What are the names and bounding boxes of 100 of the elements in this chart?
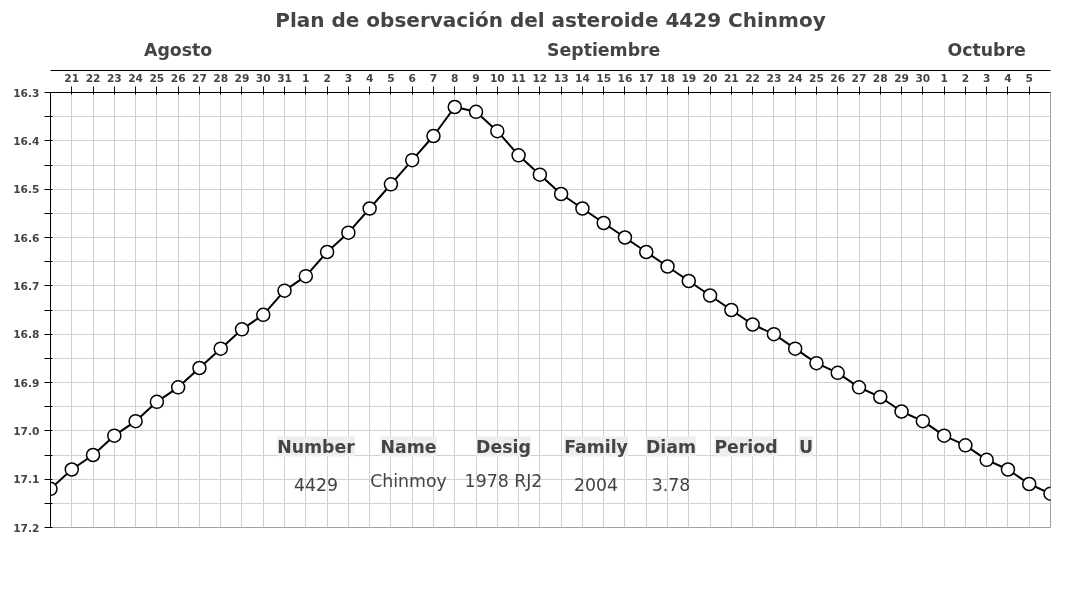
x-tick-label: 24 — [787, 71, 803, 85]
x-tick-label: 25 — [809, 71, 824, 85]
x-tick-label: 2 — [323, 71, 331, 85]
point — [553, 186, 569, 202]
x-tick-label: 4 — [365, 71, 374, 85]
y-tick-label: 16.9 — [13, 376, 40, 390]
x-tick-label: 8 — [451, 71, 459, 85]
point — [596, 215, 611, 231]
x-tick-label: 10 — [489, 71, 505, 85]
point — [638, 244, 654, 260]
point — [64, 462, 80, 477]
point — [490, 123, 505, 139]
annotation: Diam — [645, 436, 697, 457]
point — [787, 341, 803, 356]
x-tick-label: 3 — [344, 71, 353, 85]
x-tick-label: 20 — [702, 71, 718, 85]
point — [383, 177, 399, 192]
point — [170, 380, 186, 395]
x-tick-label: 26 — [830, 71, 846, 85]
annotation: Chinmoy — [370, 470, 447, 491]
point — [979, 452, 994, 468]
x-tick-label: 24 — [128, 71, 144, 85]
point — [85, 447, 101, 463]
y-tick-label: 17.1 — [13, 473, 40, 487]
annotation: 3.78 — [651, 474, 691, 495]
x-tick-label: 19 — [681, 71, 697, 85]
point — [724, 302, 739, 318]
annotation: U — [798, 436, 814, 457]
annotation: 2004 — [573, 474, 619, 495]
annotation: Period — [714, 436, 778, 457]
point — [851, 380, 867, 395]
point — [256, 307, 271, 323]
chart-title: Plan de observación del asteroide 4429 Chinmoy — [275, 7, 826, 32]
x-tick-label: 11 — [511, 71, 527, 85]
x2-tick-label: Agosto — [144, 39, 213, 60]
x-tick-label: 30 — [255, 71, 271, 85]
y-tick-label: 16.6 — [13, 231, 40, 245]
x-tick-label: 5 — [1025, 71, 1033, 85]
y-tick-label: 17.0 — [13, 424, 40, 438]
point — [319, 244, 335, 260]
x2-tick-label: Septiembre — [547, 39, 661, 60]
x-tick-label: 21 — [64, 71, 80, 85]
x-tick-label: 29 — [234, 71, 250, 85]
point — [1000, 462, 1016, 477]
x-tick-label: 22 — [85, 71, 101, 85]
x-tick-label: 29 — [894, 71, 909, 85]
point — [192, 360, 207, 376]
x-tick-label: 12 — [532, 71, 548, 85]
point — [617, 230, 633, 245]
y-tick-label: 16.4 — [13, 134, 40, 148]
point — [745, 317, 760, 332]
point — [532, 167, 548, 182]
point — [277, 283, 292, 298]
point — [894, 404, 909, 419]
point — [681, 273, 697, 289]
point — [809, 355, 824, 371]
point — [362, 201, 377, 216]
x-tick-label: 18 — [660, 71, 675, 85]
y-tick-label: 17.2 — [13, 521, 40, 535]
point — [958, 438, 973, 453]
point — [468, 104, 484, 120]
x-tick-label: 4 — [1004, 71, 1012, 85]
x-tick-label: 9 — [472, 71, 480, 85]
x-tick-label: 25 — [149, 71, 165, 85]
y-tick-label: 16.8 — [13, 328, 40, 342]
point — [341, 225, 356, 240]
point — [830, 365, 845, 381]
point — [936, 428, 952, 443]
point — [426, 128, 441, 144]
point — [511, 148, 526, 163]
x-tick-label: 23 — [766, 71, 782, 85]
annotation: Family — [564, 436, 628, 457]
x-tick-label: 27 — [851, 71, 867, 85]
y-tick-label: 16.7 — [13, 279, 40, 293]
x-tick-label: 1 — [302, 71, 310, 85]
point — [298, 268, 314, 284]
x-tick-label: 5 — [387, 71, 395, 85]
x-tick-label: 16 — [617, 71, 633, 85]
x-tick-label: 17 — [638, 71, 654, 85]
point — [1021, 476, 1037, 492]
point — [575, 201, 590, 216]
point — [128, 413, 143, 429]
annotation: Desig — [476, 436, 531, 457]
x-tick-label: 13 — [553, 71, 569, 85]
annotation: 4429 — [293, 474, 339, 495]
point — [149, 394, 165, 410]
x-tick-label: 1 — [940, 71, 948, 85]
annotation: Number — [277, 436, 356, 457]
point — [702, 288, 718, 303]
x-tick-label: 6 — [408, 71, 416, 85]
x-tick-label: 3 — [982, 71, 991, 85]
point — [915, 413, 931, 429]
x-tick-label: 30 — [915, 71, 931, 85]
point — [107, 428, 122, 443]
x-tick-label: 14 — [575, 71, 590, 85]
x-tick-label: 27 — [192, 71, 207, 85]
point — [404, 152, 420, 168]
x-tick-label: 23 — [106, 71, 122, 85]
x-tick-label: 7 — [429, 71, 438, 85]
x-tick-label: 31 — [277, 71, 292, 85]
